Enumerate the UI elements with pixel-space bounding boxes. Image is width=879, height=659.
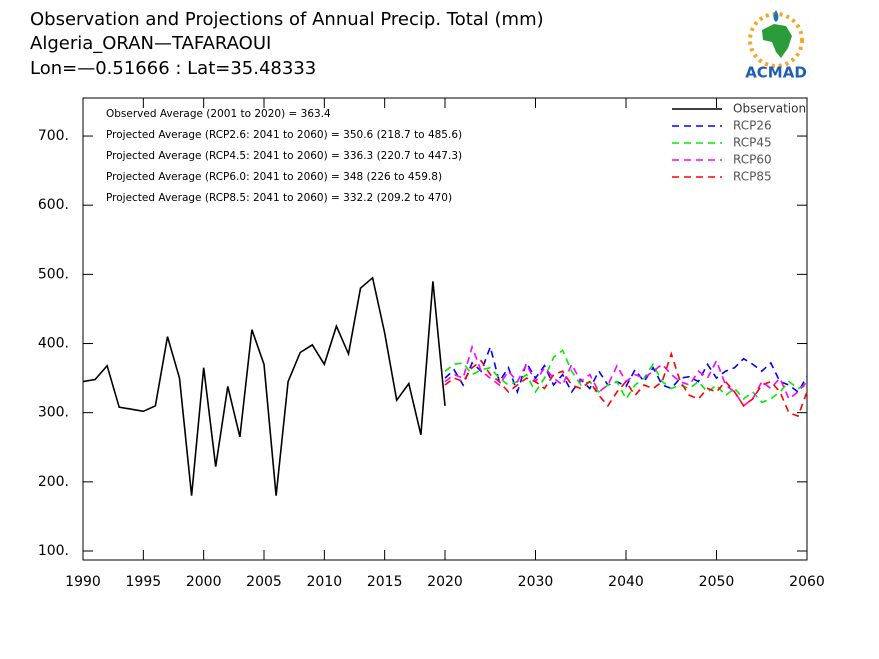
chart-title: Observation and Projections of Annual Pr… <box>30 9 544 30</box>
y-tick-label: 600. <box>38 197 69 213</box>
x-tick-label: 1995 <box>126 574 162 590</box>
annotation: Projected Average (RCP2.6: 2041 to 2060)… <box>106 129 462 141</box>
annotation: Projected Average (RCP8.5: 2041 to 2060)… <box>106 192 452 204</box>
legend-label: RCP60 <box>733 153 772 167</box>
legend-label: RCP26 <box>733 119 772 133</box>
x-tick-label: 2030 <box>518 574 554 590</box>
series-line <box>444 351 808 418</box>
annotation: Projected Average (RCP6.0: 2041 to 2060)… <box>106 171 442 183</box>
series-line <box>82 276 446 496</box>
logo-text: ACMAD <box>745 64 807 82</box>
x-tick-label: 2050 <box>699 574 735 590</box>
y-tick-label: 200. <box>38 474 69 490</box>
x-tick-label: 2020 <box>427 574 463 590</box>
series-line <box>444 344 808 407</box>
x-tick-label: 2005 <box>246 574 282 590</box>
y-tick-label: 300. <box>38 405 69 421</box>
logo-drop <box>773 10 779 22</box>
logo: ACMAD <box>745 10 807 82</box>
y-tick-label: 500. <box>38 266 69 282</box>
annotation: Observed Average (2001 to 2020) = 363.4 <box>106 108 331 120</box>
y-tick-label: 400. <box>38 336 69 352</box>
x-tick-label: 2015 <box>367 574 403 590</box>
annotation: Projected Average (RCP4.5: 2041 to 2060)… <box>106 150 462 162</box>
x-tick-label: 2040 <box>608 574 644 590</box>
legend-label: RCP85 <box>733 170 772 184</box>
legend-label: RCP45 <box>733 136 772 150</box>
logo-africa <box>762 24 792 58</box>
x-tick-label: 2060 <box>789 574 825 590</box>
y-tick-label: 100. <box>38 543 69 559</box>
series-line <box>444 344 808 395</box>
x-tick-label: 2010 <box>307 574 343 590</box>
series-line <box>444 349 808 404</box>
x-tick-label: 1990 <box>65 574 101 590</box>
y-tick-label: 700. <box>38 128 69 144</box>
legend-label: Observation <box>733 102 806 116</box>
chart-subtitle: Algeria_ORAN—TAFARAOUI <box>30 33 271 54</box>
x-tick-label: 2000 <box>186 574 222 590</box>
chart-subtitle: Lon=—0.51666 : Lat=35.48333 <box>30 58 316 79</box>
